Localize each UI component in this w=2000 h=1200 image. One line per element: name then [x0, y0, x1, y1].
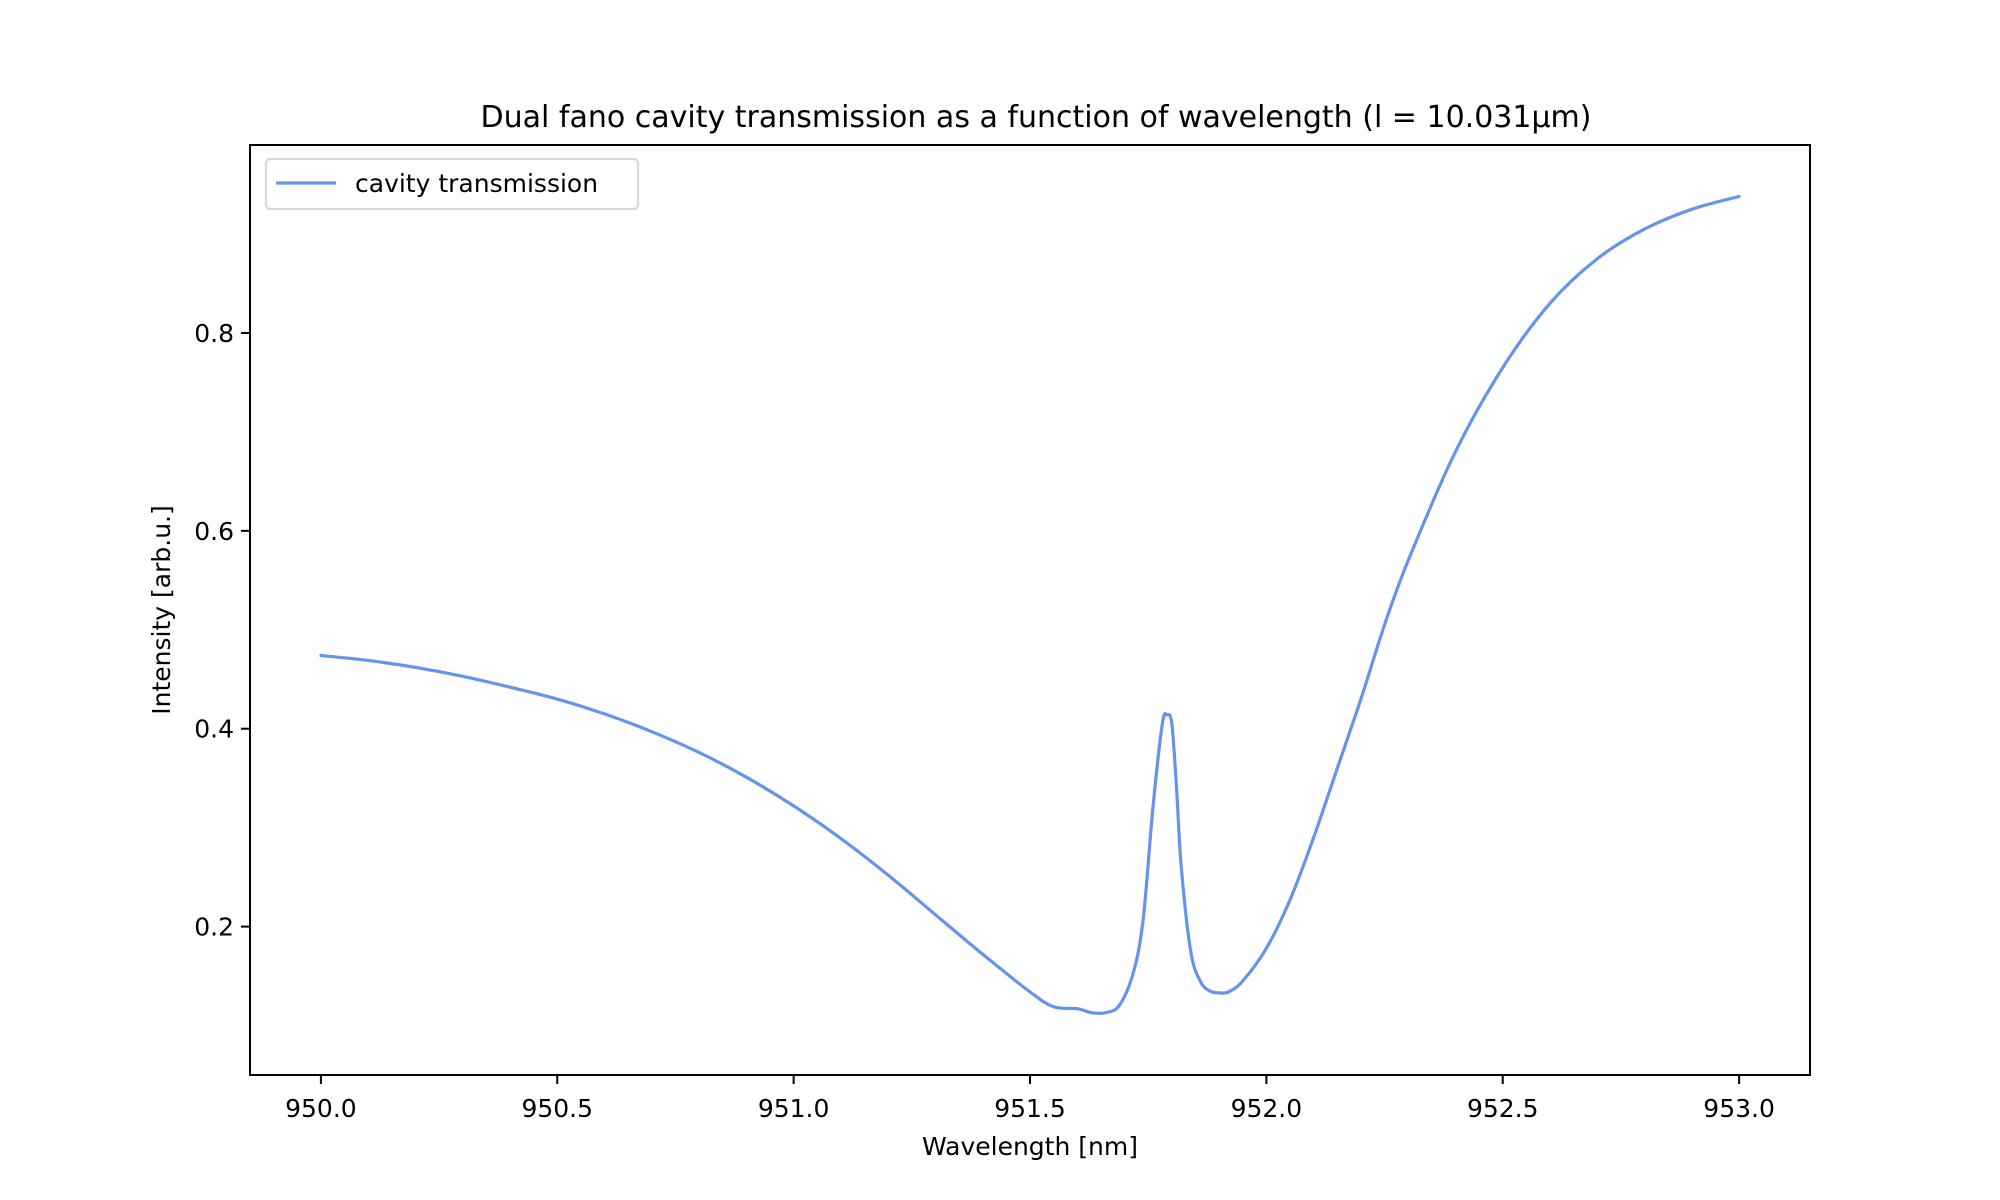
x-tick-label: 951.5: [994, 1094, 1066, 1123]
series-line-cavity-transmission: [319, 194, 1741, 1016]
chart-title: Dual fano cavity transmission as a funct…: [481, 100, 1592, 135]
x-tick-label: 950.5: [521, 1094, 593, 1123]
x-tick-label: 953.0: [1703, 1094, 1775, 1123]
y-axis-title: Intensity [arb.u.]: [147, 505, 176, 714]
y-tick-label: 0.8: [194, 319, 234, 348]
y-tick-label: 0.2: [194, 913, 234, 942]
legend: cavity transmission: [265, 158, 639, 210]
x-tick-label: 952.5: [1467, 1094, 1539, 1123]
legend-box: [265, 158, 639, 210]
x-axis-title: Wavelength [nm]: [922, 1132, 1138, 1161]
x-tick-label: 951.0: [758, 1094, 830, 1123]
y-tick-label: 0.6: [194, 517, 234, 546]
x-tick-label: 952.0: [1231, 1094, 1303, 1123]
y-axis: 0.2 0.4 0.6 0.8: [194, 319, 250, 942]
x-axis: 950.0 950.5 951.0 951.5 952.0 952.5 953.0: [285, 1075, 1775, 1123]
y-tick-label: 0.4: [194, 715, 234, 744]
plot-frame: [249, 144, 1811, 1076]
x-tick-label: 950.0: [285, 1094, 357, 1123]
legend-label: cavity transmission: [355, 169, 598, 198]
plot-area: [249, 144, 1811, 1076]
